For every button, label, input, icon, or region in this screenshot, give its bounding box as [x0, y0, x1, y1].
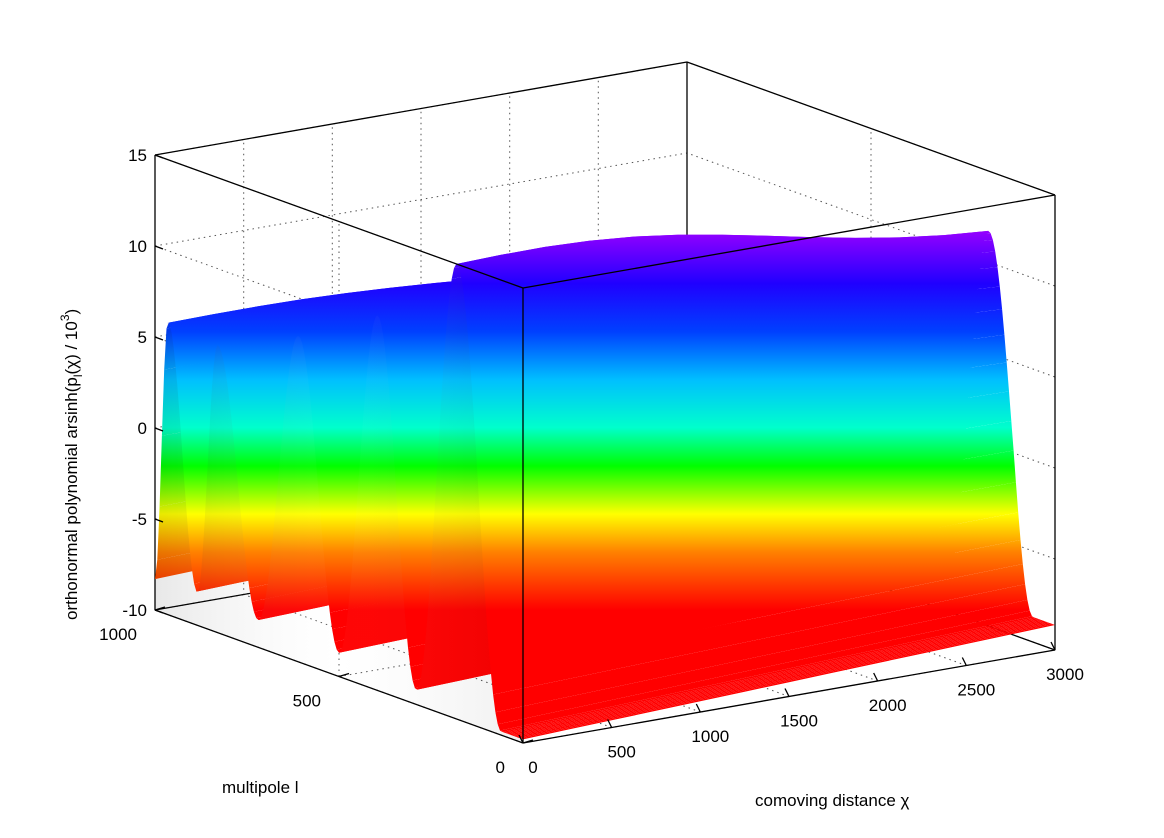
surface-strip — [481, 450, 1016, 579]
y-tick-label: 1000 — [99, 625, 137, 644]
z-label-pre: orthonormal polynomial arsinh(p — [62, 377, 81, 620]
surface-strip — [463, 251, 998, 310]
surface-strip — [520, 624, 1055, 740]
surface-strip — [495, 599, 1030, 725]
z-tick-mark — [154, 518, 164, 523]
surface-strip — [465, 267, 1000, 335]
surface-strip — [513, 621, 1049, 737]
surface-strip — [504, 618, 1039, 734]
z-label-mid: (χ) / 10 — [62, 321, 81, 374]
y-tick-label: 0 — [496, 758, 505, 777]
z-label-sup: 3 — [58, 314, 72, 321]
x-tick-label: 2500 — [957, 681, 995, 700]
z-tick-mark — [154, 336, 164, 341]
y-tick-mark — [338, 672, 350, 678]
surface-strip — [483, 482, 1019, 614]
z-tick-mark — [154, 609, 164, 614]
surface-strip — [518, 623, 1053, 739]
z-tick-mark — [154, 154, 164, 159]
grid-line-z — [154, 61, 1056, 196]
z-tick-label: -5 — [132, 510, 147, 529]
surface-strip — [477, 391, 1012, 506]
surface-strip — [458, 233, 993, 276]
x-tick-mark — [695, 703, 701, 713]
z-tick-mark — [154, 427, 164, 432]
axis-ticks: -10 -5 0 5 10 15 0 500 1000 1500 2000 2500 3000 0 500 1… — [99, 146, 1084, 777]
frame-edge-back — [686, 61, 1056, 196]
z-tick-label: 10 — [128, 237, 147, 256]
x-tick-mark — [518, 734, 524, 744]
z-label-sub: l — [71, 374, 85, 377]
x-tick-mark — [607, 719, 613, 728]
x-tick-mark — [873, 672, 879, 682]
surface-strip — [490, 564, 1026, 695]
y-tick-mark — [522, 739, 534, 744]
z-axis-label: orthonormal polynomial arsinh(pl(χ) / 10… — [58, 309, 85, 620]
surface-strip — [516, 622, 1051, 738]
y-tick-mark — [154, 606, 166, 611]
surface-strip — [472, 334, 1007, 431]
z-tick-label: 5 — [138, 328, 147, 347]
surface-strip — [479, 421, 1014, 543]
x-axis-label: comoving distance χ — [755, 791, 910, 810]
x-tick-label: 0 — [528, 758, 537, 777]
surface-strip — [500, 616, 1035, 732]
surface-strip — [474, 362, 1009, 468]
x-tick-label: 2000 — [869, 696, 907, 715]
surface-plot — [155, 230, 1055, 743]
z-label-post: ) — [62, 309, 81, 315]
surface-strip — [470, 309, 1005, 396]
y-axis-label: multipole l — [222, 778, 299, 797]
frame-edge-front — [522, 194, 1056, 289]
x-tick-mark — [784, 688, 790, 697]
surface-strip — [486, 512, 1021, 645]
x-tick-mark — [961, 657, 967, 666]
surface-strip — [497, 610, 1032, 731]
x-tick-label: 3000 — [1046, 665, 1084, 684]
z-tick-mark — [154, 245, 164, 250]
z-tick-label: 0 — [138, 419, 147, 438]
frame-edge-front — [154, 154, 524, 289]
x-tick-label: 1000 — [691, 727, 729, 746]
surface-strip — [502, 617, 1037, 733]
surface-strip — [460, 240, 996, 290]
frame-edge-back — [154, 61, 688, 156]
surface-front-shade — [155, 264, 523, 743]
surface-strip — [456, 230, 991, 267]
surface-strip — [493, 584, 1028, 713]
z-tick-label: 15 — [128, 146, 147, 165]
x-tick-label: 1500 — [780, 712, 818, 731]
x-tick-label: 500 — [607, 743, 635, 762]
surface-strip — [506, 619, 1042, 735]
surface-strip — [509, 620, 1044, 736]
y-tick-label: 500 — [293, 692, 321, 711]
x-tick-mark — [1050, 641, 1056, 651]
surface-strip — [488, 539, 1023, 672]
z-tick-label: -10 — [122, 601, 147, 620]
axes-frame — [154, 154, 1056, 743]
surface-strip — [511, 620, 1046, 736]
surface-strip — [467, 286, 1003, 364]
